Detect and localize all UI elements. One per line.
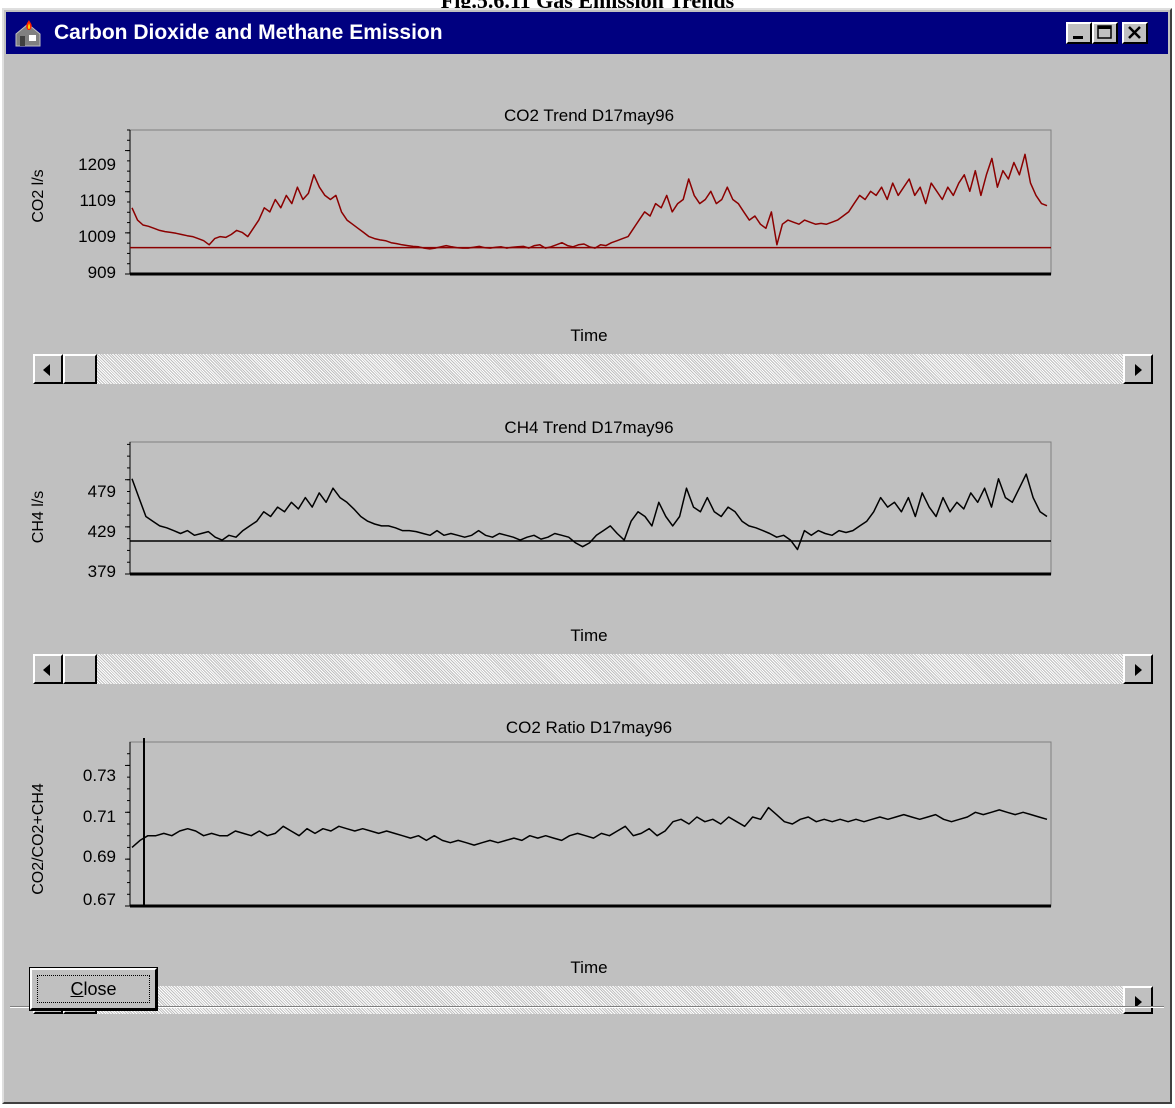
co2-chart-title: CO2 Trend D17may96 bbox=[503, 106, 675, 125]
client-area: CO2 Trend D17may96 CO2 l/s 1209 1109 100… bbox=[6, 56, 1168, 1100]
ratio-tick-label: 0.69 bbox=[82, 847, 116, 866]
co2-tick-label: 1209 bbox=[78, 155, 116, 174]
ratio-chart-title: CO2 Ratio D17may96 bbox=[505, 718, 673, 737]
co2-tick-label: 1109 bbox=[79, 191, 116, 210]
minimize-icon bbox=[1073, 36, 1083, 39]
left-arrow-icon bbox=[43, 664, 50, 676]
close-button-accel: C bbox=[70, 979, 84, 999]
ch4-tick-label: 479 bbox=[87, 482, 116, 501]
close-window-button[interactable] bbox=[1122, 22, 1148, 44]
co2-x-axis-label: Time bbox=[570, 326, 608, 345]
maximize-icon bbox=[1097, 25, 1112, 39]
co2-horizontal-scrollbar[interactable] bbox=[33, 354, 1153, 384]
close-button-label: Close bbox=[32, 979, 155, 1000]
ch4-x-axis-label: Time bbox=[570, 626, 608, 645]
ratio-tick-label: 0.73 bbox=[82, 766, 116, 785]
co2-tick-label: 909 bbox=[87, 263, 116, 282]
scroll-right-button[interactable] bbox=[1123, 654, 1153, 684]
scrollbar-thumb[interactable] bbox=[63, 354, 97, 384]
minimize-button[interactable] bbox=[1066, 22, 1092, 44]
plot-frame bbox=[129, 129, 1052, 275]
app-window: Carbon Dioxide and Methane Emission CO2 … bbox=[2, 8, 1172, 1104]
ch4-tick-label: 429 bbox=[87, 522, 116, 541]
series-line bbox=[131, 806, 1048, 848]
fire-house-icon bbox=[15, 20, 41, 47]
series-line bbox=[131, 153, 1048, 250]
title-bar[interactable]: Carbon Dioxide and Methane Emission bbox=[6, 12, 1168, 54]
right-arrow-icon bbox=[1135, 664, 1142, 676]
ratio-x-axis-label: Time bbox=[570, 958, 608, 977]
scroll-right-button[interactable] bbox=[1123, 354, 1153, 384]
scroll-right-button[interactable] bbox=[1123, 986, 1153, 1014]
left-arrow-icon bbox=[43, 364, 50, 376]
plot-frame bbox=[129, 741, 1052, 907]
right-arrow-icon bbox=[1135, 364, 1142, 376]
scroll-left-button[interactable] bbox=[33, 354, 63, 384]
ch4-tick-label: 379 bbox=[87, 562, 116, 581]
right-arrow-icon bbox=[1135, 996, 1142, 1008]
close-button[interactable]: Close bbox=[29, 967, 158, 1011]
close-icon bbox=[1128, 26, 1141, 39]
window-title: Carbon Dioxide and Methane Emission bbox=[54, 21, 443, 44]
scroll-left-button[interactable] bbox=[33, 654, 63, 684]
close-button-rest: lose bbox=[83, 979, 117, 999]
ratio-horizontal-scrollbar[interactable] bbox=[33, 986, 1153, 1014]
divider bbox=[10, 1006, 1164, 1008]
ch4-chart-title: CH4 Trend D17may96 bbox=[504, 418, 674, 437]
focus-rect bbox=[37, 975, 150, 1003]
ratio-tick-label: 0.67 bbox=[82, 890, 116, 909]
series-line bbox=[131, 473, 1048, 551]
ch4-horizontal-scrollbar[interactable] bbox=[33, 654, 1153, 684]
trend-charts bbox=[125, 129, 1052, 908]
maximize-button[interactable] bbox=[1092, 22, 1118, 44]
co2-tick-label: 1009 bbox=[78, 227, 116, 246]
scrollbar-thumb[interactable] bbox=[63, 654, 97, 684]
ratio-tick-label: 0.71 bbox=[82, 807, 116, 826]
